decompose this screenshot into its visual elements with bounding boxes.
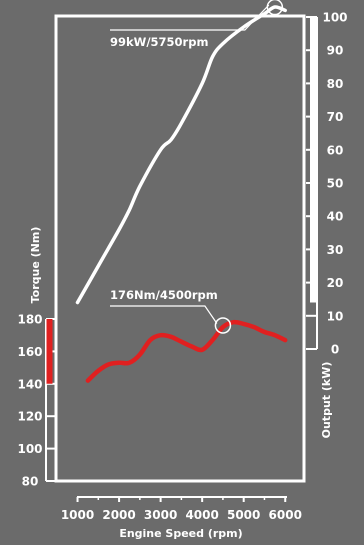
right-tick-label: 60 <box>327 143 344 157</box>
x-tick-label: 6000 <box>269 508 302 522</box>
x-axis-title: Engine Speed (rpm) <box>119 527 242 540</box>
peak-torque-marker <box>214 317 232 334</box>
peak-output-label: 99kW/5750rpm <box>110 35 208 49</box>
x-tick-label: 2000 <box>102 508 135 522</box>
right-axis-ticks: 0 10 20 30 40 50 60 70 80 90 100 <box>306 11 348 357</box>
left-tick-label: 160 <box>17 345 42 359</box>
right-tick-label: 100 <box>322 11 347 25</box>
peak-torque-label: 176Nm/4500rpm <box>110 288 218 302</box>
annotations: 99kW/5750rpm 176Nm/4500rpm <box>110 0 284 334</box>
left-tick-label: 140 <box>17 377 42 391</box>
peak-output-leader <box>110 4 270 31</box>
left-tick-label: 120 <box>17 410 42 424</box>
right-tick-label: 0 <box>331 343 339 357</box>
x-tick-label: 3000 <box>144 508 177 522</box>
x-tick-label: 1000 <box>61 508 94 522</box>
right-tick-label: 30 <box>327 243 344 257</box>
left-tick-label: 180 <box>17 313 42 327</box>
right-tick-label: 40 <box>327 210 344 224</box>
torque-curve <box>85 319 288 383</box>
right-tick-label: 10 <box>327 309 344 323</box>
right-tick-label: 90 <box>327 44 344 58</box>
left-axis-title: Torque (Nm) <box>29 227 42 304</box>
right-tick-label: 20 <box>327 276 344 290</box>
right-tick-label: 80 <box>327 77 344 91</box>
x-tick-label: 5000 <box>227 508 260 522</box>
plot-frame <box>54 14 306 483</box>
peak-torque-leader <box>110 305 218 324</box>
range-markers <box>46 17 316 384</box>
series-lines <box>75 5 288 383</box>
right-axis-title: Output (kW) <box>320 362 333 439</box>
x-axis-ticks: 1000 2000 3000 4000 5000 6000 <box>61 497 302 522</box>
x-tick-label: 4000 <box>185 508 218 522</box>
output-curve <box>75 5 287 305</box>
left-tick-label: 80 <box>22 475 39 489</box>
right-tick-label: 50 <box>327 177 344 191</box>
right-tick-label: 70 <box>327 110 344 124</box>
left-tick-label: 100 <box>17 442 42 456</box>
